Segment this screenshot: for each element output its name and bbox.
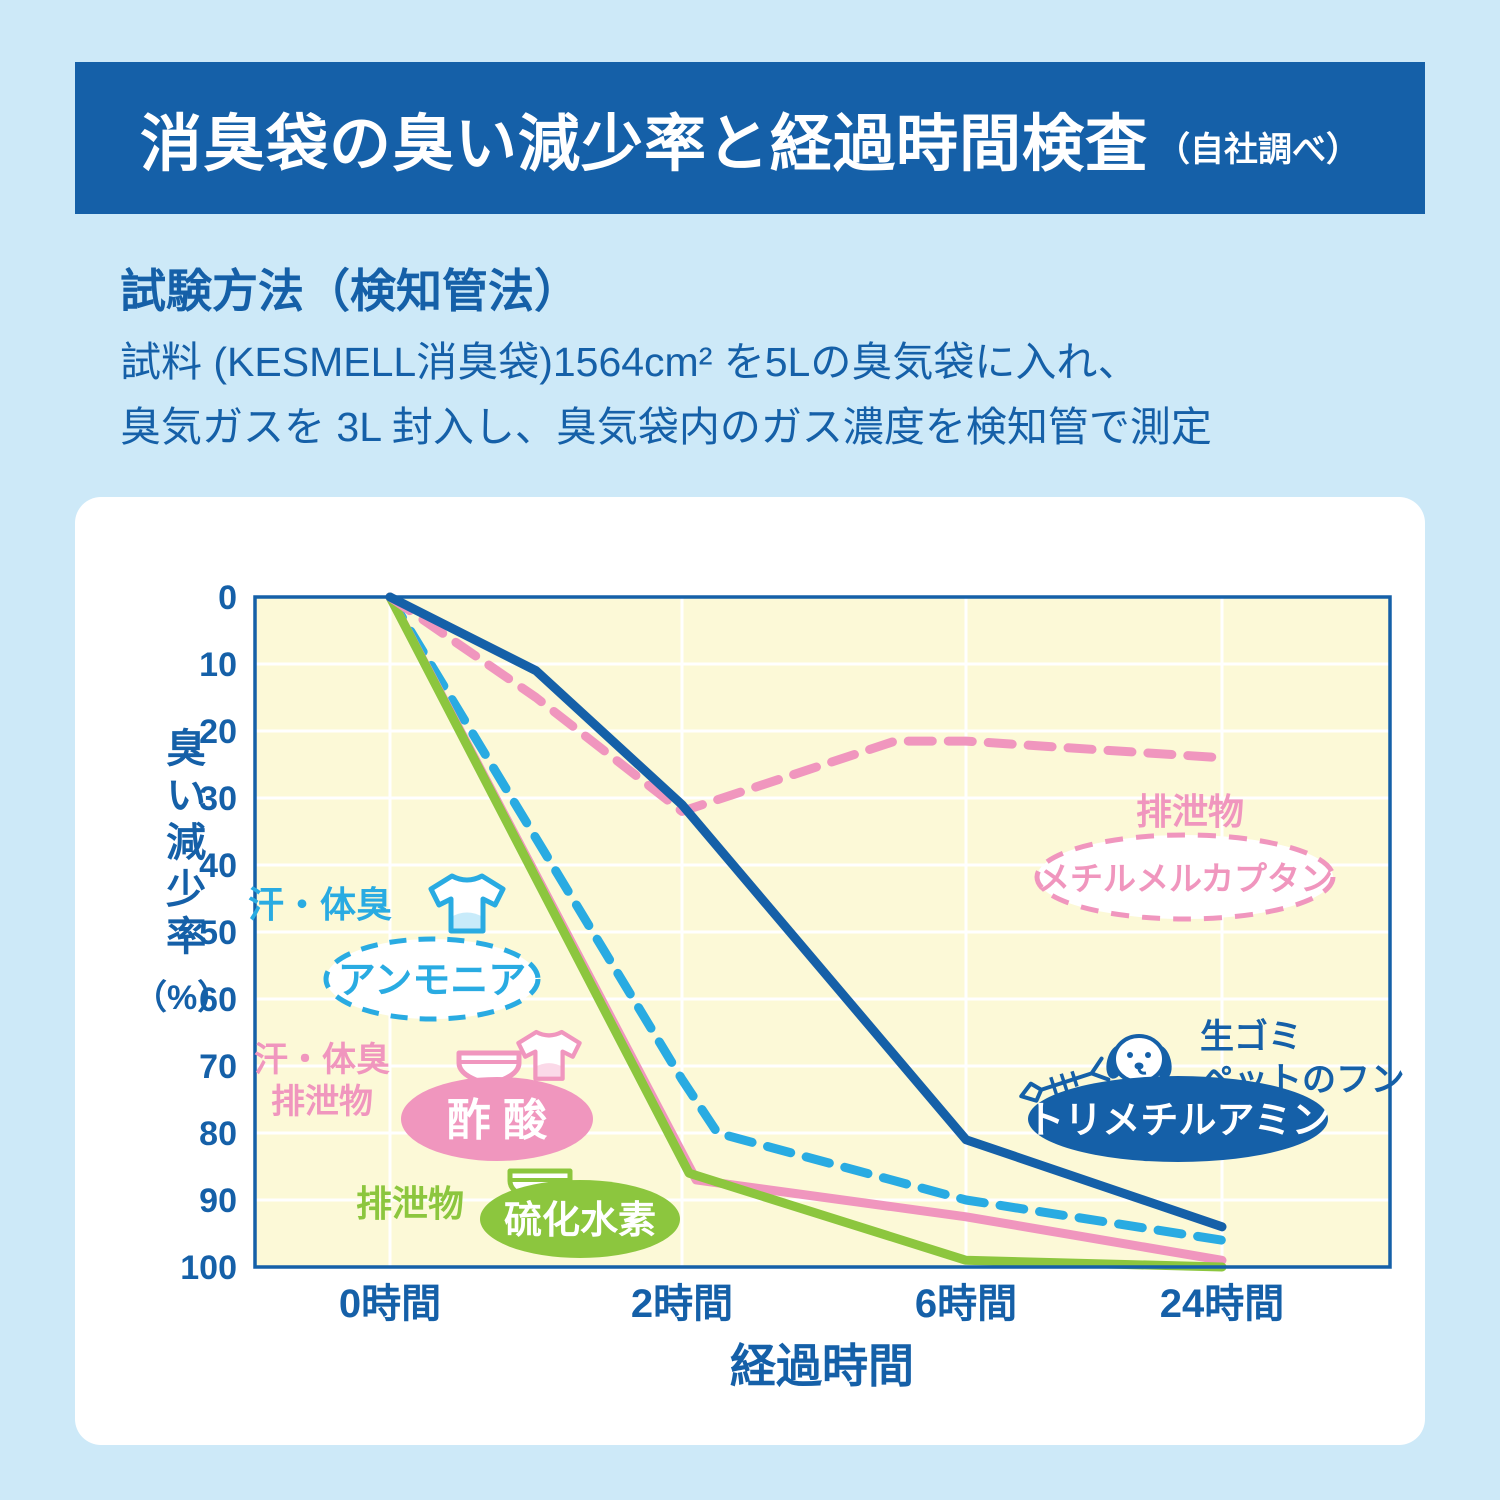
y-tick-label: 60: [199, 981, 237, 1019]
x-tick-label: 0時間: [339, 1282, 441, 1326]
y-tick-label: 30: [199, 780, 237, 818]
acetic-source-label-2: 排泄物: [271, 1083, 373, 1121]
method-heading: 試験方法（検知管法）: [120, 265, 580, 317]
y-tick-label: 100: [180, 1249, 237, 1287]
series-line-methyl-mercaptan: [385, 592, 1227, 816]
methyl-mercaptan-annotation: 排泄物 メチルメルカプタン: [1034, 791, 1336, 922]
ammonia-source-label: 汗・体臭: [248, 884, 392, 925]
x-tick-label: 2時間: [631, 1282, 733, 1326]
y-tick-label: 0: [218, 579, 237, 617]
y-axis-title-text: 臭い減少率: [160, 727, 205, 962]
trimethylamine-gas-label: トリメチルアミン: [1026, 1100, 1329, 1142]
acetic-ellipse: [401, 1077, 593, 1161]
method-description: 試料 (KESMELL消臭袋)1564cm² を5Lの臭気袋に入れ、 臭気ガスを…: [120, 330, 1212, 460]
acetic-source-label-1: 汗・体臭: [254, 1041, 390, 1079]
y-tick-label: 10: [199, 646, 237, 684]
dog-icon: [1106, 1034, 1172, 1084]
fishbone-icon: [1019, 1056, 1111, 1103]
ammonia-gas-label: アンモニア: [338, 960, 526, 1002]
trimethylamine-source-label-1: 生ゴミ: [1200, 1017, 1302, 1056]
y-tick-label: 20: [199, 713, 237, 751]
x-axis-title: 経過時間: [730, 1340, 914, 1392]
y-tick-label: 70: [199, 1048, 237, 1086]
axis-layer: 0 10 20 30 40 50 60 70 80 90 100 0時間 2時間 6時間 24時間: [180, 579, 1284, 1326]
tshirt-icon: [428, 873, 506, 934]
page-title-note: （自社調べ）: [1156, 130, 1360, 169]
odor-reduction-chart: 0 10 20 30 40 50 60 70 80 90 100 0時間 2時間 6時間 24時間 経過時間…: [180, 579, 1405, 1392]
y-axis-title: 臭い減少率 （%）: [133, 727, 231, 1019]
acetic-acid-annotation: 汗・体臭 排泄物 酢 酸: [254, 1029, 593, 1161]
page-title: 消臭袋の臭い減少率と経過時間検査: [139, 110, 1148, 179]
ammonia-annotation: 汗・体臭 アンモニア: [248, 873, 541, 1022]
sulfide-source-label: 排泄物: [356, 1183, 464, 1224]
trimethylamine-ellipse: [1028, 1076, 1328, 1162]
x-tick-label: 6時間: [915, 1282, 1017, 1326]
tshirt-icon-pink: [516, 1029, 582, 1081]
acetic-gas-label: 酢 酸: [447, 1096, 548, 1145]
mercaptan-source-label: 排泄物: [1136, 791, 1244, 832]
chart-panel: 臭い減少率 （%） 0 10 20 30 40 50 60 70 80 90 100 0時間 2時間 6時…: [75, 497, 1425, 1445]
y-tick-label: 80: [199, 1115, 237, 1153]
header-bar: 消臭袋の臭い減少率と経過時間検査 （自社調べ）: [75, 62, 1425, 214]
trimethylamine-annotation: 生ゴミ ペットのフン トリメチルアミン: [1019, 1017, 1405, 1162]
method-line-2: 臭気ガスを 3L 封入し、臭気袋内のガス濃度を検知管で測定: [120, 403, 1212, 450]
y-tick-label: 90: [199, 1182, 237, 1220]
mercaptan-gas-label: メチルメルカプタン: [1037, 860, 1333, 897]
ammonia-ellipse: [323, 936, 541, 1022]
y-tick-label: 50: [199, 914, 237, 952]
y-tick-label: 40: [199, 847, 237, 885]
plot-border: [253, 595, 1392, 1269]
mercaptan-ellipse: [1034, 832, 1336, 922]
x-tick-label: 24時間: [1160, 1282, 1285, 1326]
hydrogen-sulfide-annotation: 排泄物 硫化水素: [356, 1168, 680, 1258]
series-line-ammonia: [385, 592, 1227, 1245]
series-layer: [385, 592, 1227, 1272]
method-line-1: 試料 (KESMELL消臭袋)1564cm² を5Lの臭気袋に入れ、: [120, 339, 1139, 385]
sulfide-gas-label: 硫化水素: [504, 1200, 656, 1242]
series-line-hydrogen-sulfide: [385, 592, 1227, 1272]
series-line-trimethylamine: [385, 592, 1227, 1232]
y-axis-title-unit: （%）: [133, 979, 232, 1017]
sulfide-ellipse: [480, 1180, 680, 1258]
